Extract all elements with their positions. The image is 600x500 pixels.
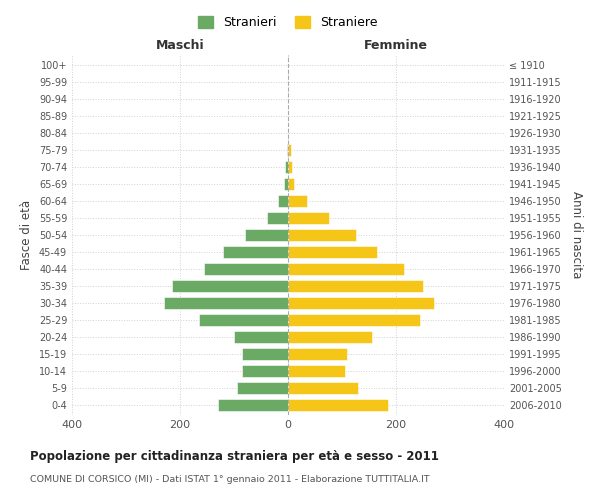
Bar [199, 314, 288, 326]
Y-axis label: Anni di nascita: Anni di nascita [570, 192, 583, 278]
Bar [288, 280, 423, 292]
Bar [172, 280, 288, 292]
Bar [218, 399, 288, 411]
Text: COMUNE DI CORSICO (MI) - Dati ISTAT 1° gennaio 2011 - Elaborazione TUTTITALIA.IT: COMUNE DI CORSICO (MI) - Dati ISTAT 1° g… [30, 475, 430, 484]
Legend: Stranieri, Straniere: Stranieri, Straniere [193, 11, 383, 34]
Text: Femmine: Femmine [364, 38, 428, 52]
Bar [223, 246, 288, 258]
Bar [288, 297, 434, 309]
Bar [236, 382, 288, 394]
Bar [288, 212, 329, 224]
Bar [288, 178, 295, 190]
Bar [164, 297, 288, 309]
Bar [288, 195, 307, 207]
Bar [284, 178, 288, 190]
Bar [245, 229, 288, 241]
Bar [204, 263, 288, 275]
Bar [288, 314, 420, 326]
Y-axis label: Fasce di età: Fasce di età [20, 200, 33, 270]
Bar [288, 263, 404, 275]
Bar [287, 144, 288, 156]
Bar [288, 246, 377, 258]
Bar [288, 161, 292, 173]
Bar [288, 365, 344, 377]
Bar [234, 331, 288, 343]
Bar [286, 161, 288, 173]
Bar [268, 212, 288, 224]
Bar [288, 331, 372, 343]
Bar [278, 195, 288, 207]
Bar [288, 348, 347, 360]
Bar [288, 229, 355, 241]
Bar [288, 399, 388, 411]
Bar [288, 382, 358, 394]
Bar [288, 144, 290, 156]
Bar [242, 348, 288, 360]
Text: Maschi: Maschi [155, 38, 205, 52]
Bar [242, 365, 288, 377]
Text: Popolazione per cittadinanza straniera per età e sesso - 2011: Popolazione per cittadinanza straniera p… [30, 450, 439, 463]
